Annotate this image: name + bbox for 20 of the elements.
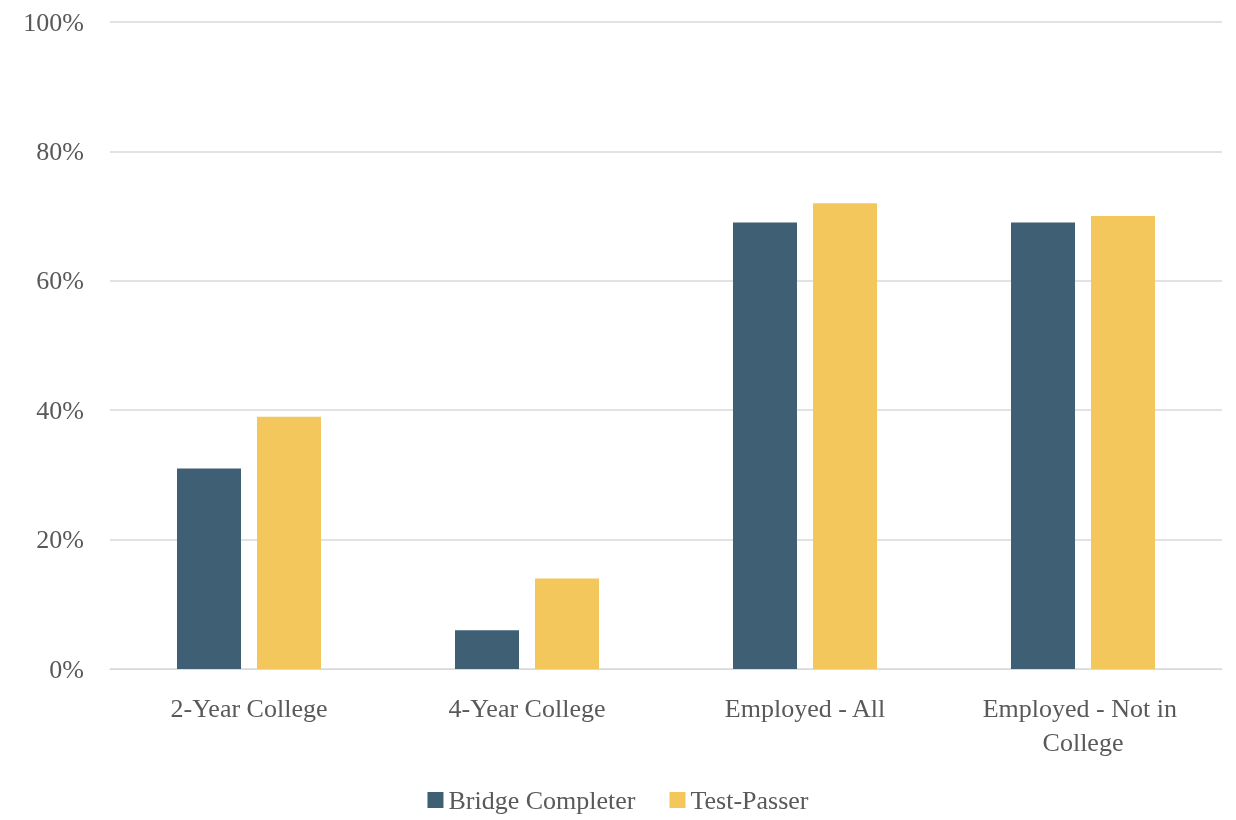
bar	[733, 222, 797, 669]
x-tick-label: Employed - Not in College	[982, 693, 1184, 757]
x-tick-label: Employed - All	[724, 693, 886, 723]
bar	[257, 416, 321, 669]
bar	[177, 468, 241, 669]
y-tick-label: 20%	[36, 525, 84, 555]
x-tick-label: 2-Year College	[170, 693, 328, 723]
y-tick-label: 60%	[36, 266, 84, 296]
y-tick-label: 80%	[36, 136, 84, 166]
bar	[813, 203, 877, 669]
bar	[535, 578, 599, 669]
legend-label: Bridge Completer	[448, 785, 636, 815]
y-tick-label: 100%	[23, 7, 84, 37]
bar	[1011, 222, 1075, 669]
x-tick-label: 4-Year College	[448, 693, 606, 723]
y-tick-label: 0%	[49, 654, 84, 684]
bar	[1091, 216, 1155, 669]
y-tick-label: 40%	[36, 395, 84, 425]
bar	[455, 630, 519, 669]
legend-label: Test-Passer	[690, 785, 809, 815]
